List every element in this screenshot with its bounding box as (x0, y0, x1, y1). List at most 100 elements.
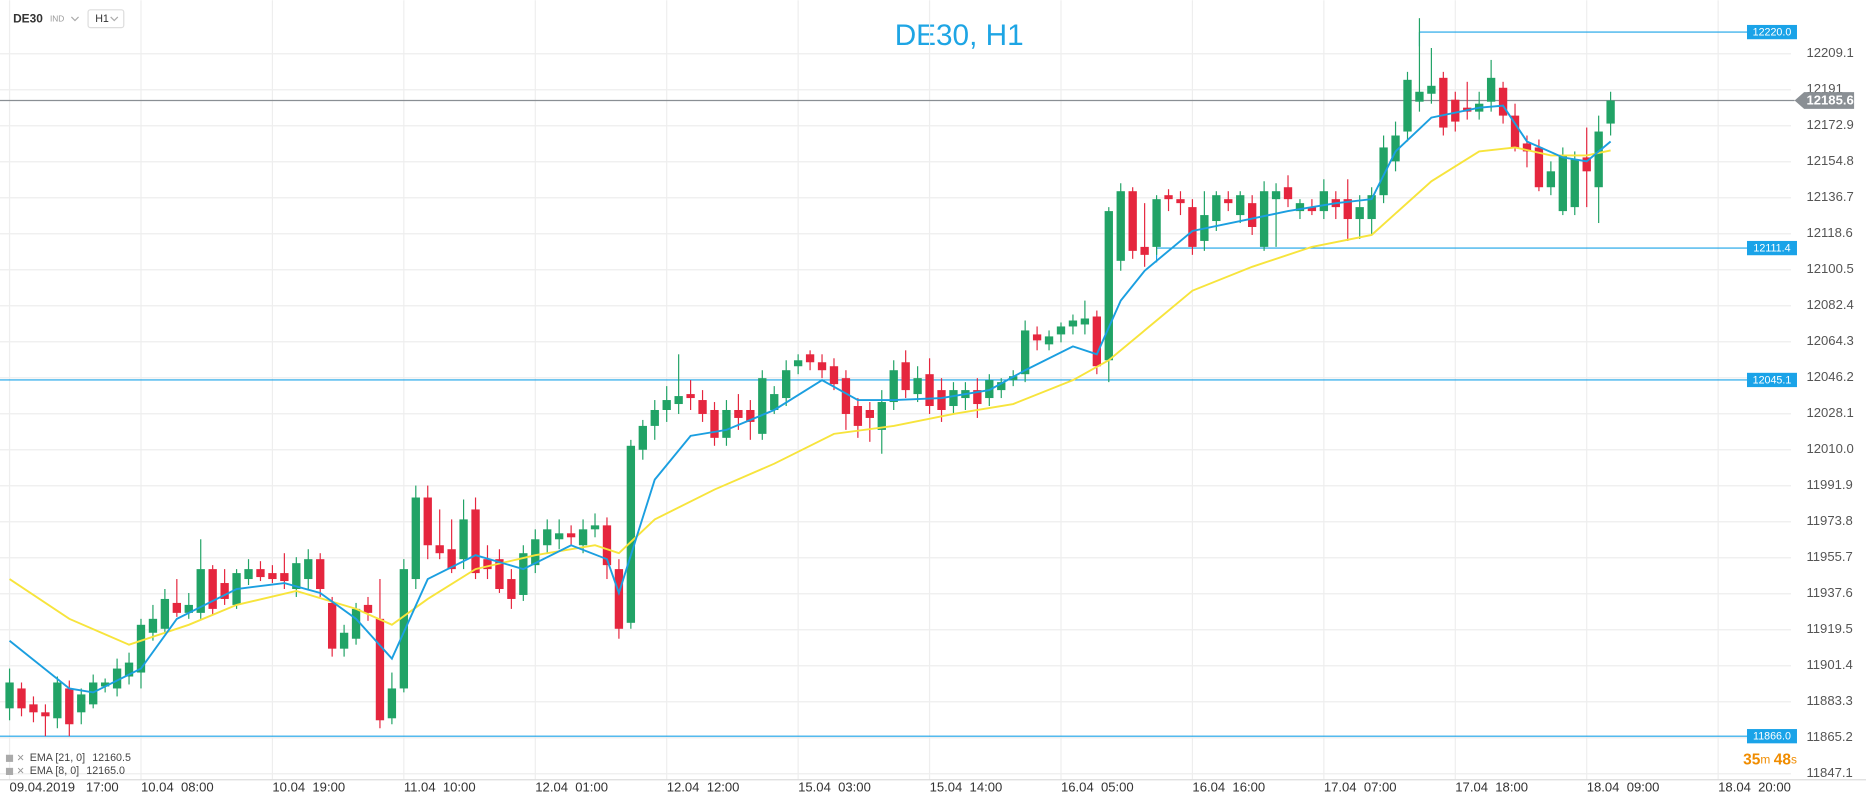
y-tick-label: 12136.7 (1806, 189, 1853, 204)
y-tick-label: 12118.6 (1806, 225, 1852, 240)
candle-body (339, 632, 349, 649)
candle-body (997, 382, 1006, 391)
candle-body (1116, 191, 1125, 261)
candle-body (435, 545, 444, 554)
candle-body (292, 563, 301, 590)
y-tick-label: 12172.9 (1806, 117, 1853, 132)
dropdown-arrow[interactable] (110, 16, 119, 22)
candle-body (1224, 199, 1233, 204)
candle-body (889, 370, 898, 403)
timeframe[interactable]: H1 (95, 13, 109, 25)
candle-body (483, 559, 492, 570)
candle-body (1271, 191, 1281, 200)
y-tick-label: 12082.4 (1806, 297, 1853, 312)
candle-body (805, 354, 815, 363)
candle-body (1546, 171, 1556, 188)
candle-body (1582, 157, 1591, 172)
candle-body (1140, 246, 1149, 255)
candle-body (1594, 131, 1603, 188)
legend-close: ✕ (17, 753, 25, 764)
legend-icon (5, 767, 14, 775)
candle-body (1379, 147, 1388, 196)
candle-body (1009, 376, 1018, 381)
x-tick-label: 18.04 20:00 (1718, 780, 1791, 795)
candle-body (1307, 207, 1317, 212)
candle-body (662, 400, 671, 410)
candle-body (555, 533, 564, 540)
level-label: 12111.4 (1753, 243, 1790, 255)
y-tick-label: 11847.1 (1806, 765, 1852, 780)
legend-close: ✕ (17, 766, 25, 777)
candle-body (566, 533, 576, 538)
countdown: 35m 48s (1743, 752, 1797, 769)
candle-body (543, 529, 552, 546)
x-tick-label: 17.04 18:00 (1455, 780, 1528, 795)
candle-body (1570, 159, 1579, 208)
candle-body (901, 362, 910, 391)
ema-line (9, 146, 1611, 646)
candle-body (1606, 100, 1615, 124)
candle-body (208, 569, 217, 609)
candle-body (1283, 187, 1293, 200)
candle-body (1104, 211, 1113, 361)
candle-body (698, 400, 707, 414)
y-tick-label: 12028.1 (1806, 405, 1853, 420)
chart-title: DE30, H1 (895, 19, 1024, 52)
candle-body (1092, 316, 1102, 367)
timeframe-box[interactable] (87, 9, 125, 29)
legend-name: EMA [21, 0] (30, 752, 85, 764)
candle-body (1403, 79, 1412, 132)
candle-body (1295, 203, 1305, 212)
dropdown-arrow[interactable] (70, 16, 79, 22)
y-tick-label: 12064.3 (1806, 333, 1853, 348)
symbol-tag: IND (50, 14, 64, 24)
candle-body (41, 712, 50, 717)
candle-body (1188, 207, 1197, 247)
y-tick-label: 12209.1 (1806, 45, 1853, 60)
candle-body (973, 390, 982, 405)
candle-body (578, 529, 588, 546)
y-tick-label: 11991.9 (1806, 477, 1852, 492)
y-tick-label: 11955.7 (1806, 549, 1852, 564)
candle-body (1068, 320, 1078, 327)
symbol[interactable]: DE30 (13, 11, 43, 25)
y-tick-label: 11883.3 (1806, 693, 1852, 708)
x-tick-label: 17.04 07:00 (1324, 780, 1397, 795)
candle-body (1415, 91, 1424, 102)
candle-body (925, 374, 934, 407)
toolbar[interactable]: DE30 IND H1 (13, 9, 125, 29)
x-tick-label: 11.04 10:00 (404, 780, 476, 795)
candle-body (1032, 334, 1042, 341)
candle-body (1044, 336, 1054, 345)
candle-body (1319, 191, 1329, 212)
legend-value: 12165.0 (86, 765, 125, 777)
candle-body (280, 573, 289, 582)
level-label: 12220.0 (1753, 27, 1792, 39)
candle-body (1056, 326, 1066, 335)
candle-body (423, 497, 432, 546)
candle-body (196, 569, 205, 613)
candle-body (1176, 199, 1185, 204)
current-price-label: 12185.6 (1806, 93, 1853, 108)
candle-body (590, 525, 600, 530)
candle-body (1439, 77, 1448, 128)
y-tick-label: 11919.5 (1806, 621, 1852, 636)
candle-body (722, 409, 731, 438)
candle-body (1020, 330, 1030, 375)
candle-body (686, 394, 695, 399)
x-tick-label: 12.04 12:00 (667, 780, 740, 795)
candle-body (1212, 195, 1221, 222)
candle-body (793, 360, 803, 367)
candle-body (614, 569, 624, 629)
candle-body (626, 445, 636, 623)
candle-body (1367, 195, 1376, 220)
candle-body (674, 396, 683, 405)
candle-body (1080, 318, 1090, 325)
ema-line (8, 104, 1612, 694)
candle-body (1558, 155, 1567, 212)
candle-body (710, 409, 719, 438)
candle-body (112, 668, 122, 689)
candle-body (100, 682, 110, 687)
